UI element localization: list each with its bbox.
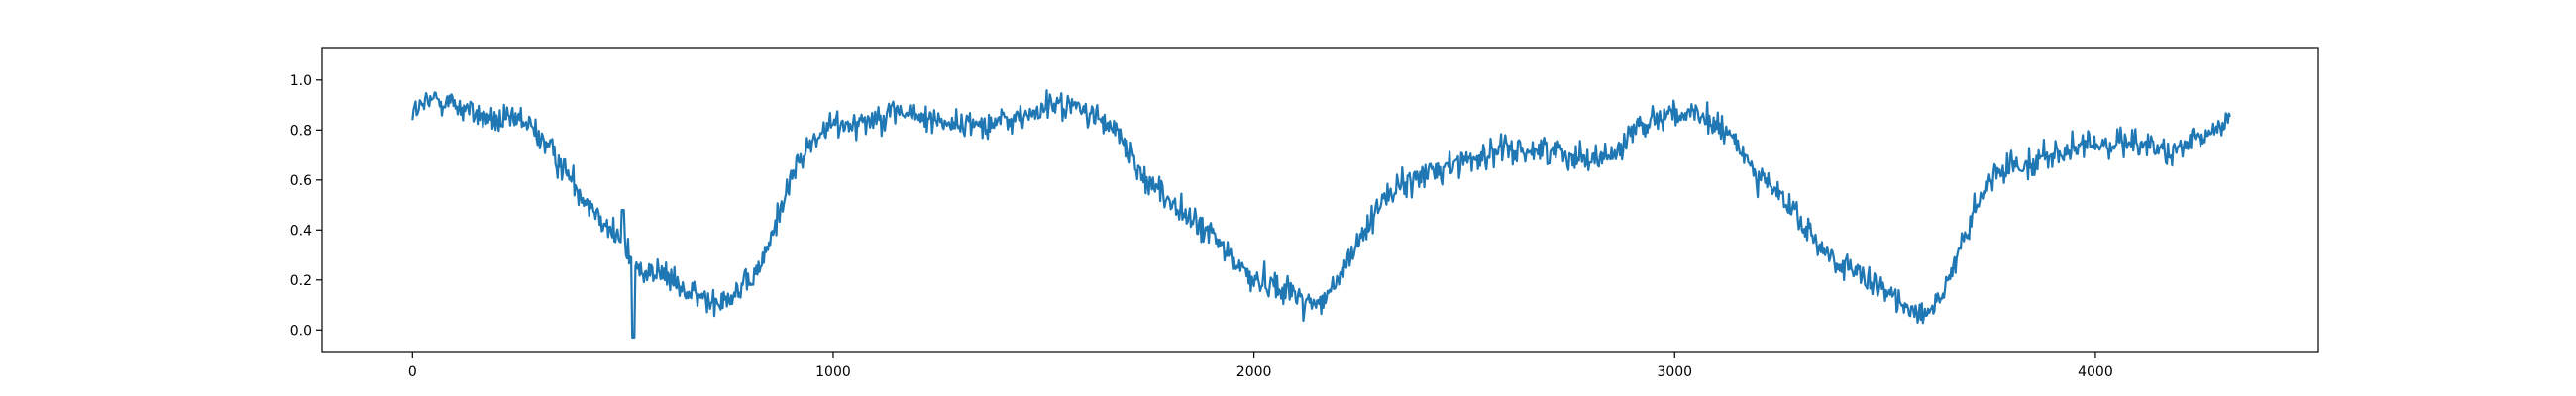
x-axis: 0 1000 2000 3000 4000 xyxy=(408,352,2113,380)
x-tick-label: 3000 xyxy=(1657,364,1692,380)
y-tick-label: 0.8 xyxy=(290,123,312,139)
y-tick-label: 0.2 xyxy=(290,273,312,289)
x-tick-label: 2000 xyxy=(1236,364,1272,380)
x-tick-label: 0 xyxy=(408,364,417,380)
y-axis: 0.0 0.2 0.4 0.6 0.8 1.0 xyxy=(290,73,322,339)
series-line xyxy=(411,89,2231,339)
y-tick-label: 0.0 xyxy=(290,323,312,339)
x-tick-label: 1000 xyxy=(815,364,851,380)
x-tick-label: 4000 xyxy=(2078,364,2113,380)
plot-frame xyxy=(321,47,2319,353)
plot-area xyxy=(321,47,2319,353)
y-tick-label: 1.0 xyxy=(290,73,312,89)
y-tick-label: 0.4 xyxy=(290,223,312,239)
y-tick-label: 0.6 xyxy=(290,173,312,189)
